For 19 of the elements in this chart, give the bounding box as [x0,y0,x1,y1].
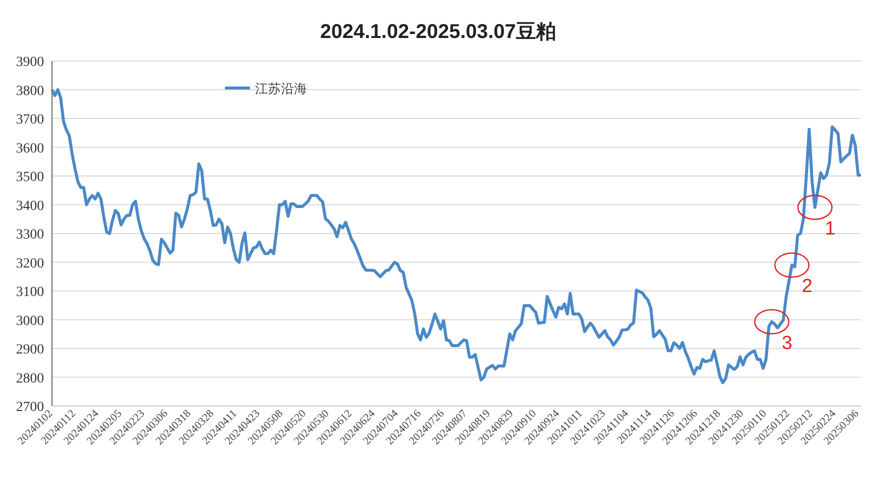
y-tick-label: 3800 [16,84,44,99]
y-tick-label: 3400 [16,198,44,214]
legend: 江苏沿海 [225,81,307,96]
y-tick-label: 3600 [16,141,44,156]
y-tick-label: 3200 [16,256,44,272]
y-tick-label: 3100 [16,285,44,300]
legend-label: 江苏沿海 [255,81,307,96]
annotation: 3 [782,332,792,354]
y-tick-label: 3900 [16,55,44,70]
annotation: 1 [824,218,836,240]
y-tick-label: 3000 [16,314,44,329]
y-tick-label: 2800 [16,371,44,386]
y-tick-label: 2900 [16,342,44,358]
y-tick-label: 3700 [16,112,44,128]
y-tick-label: 2700 [16,400,44,415]
y-tick-label: 3300 [16,228,44,242]
chart-title: 2024.1.02-2025.03.07豆粕 [320,21,556,43]
y-tick-label: 3500 [16,170,44,185]
annotation: 2 [802,276,812,298]
